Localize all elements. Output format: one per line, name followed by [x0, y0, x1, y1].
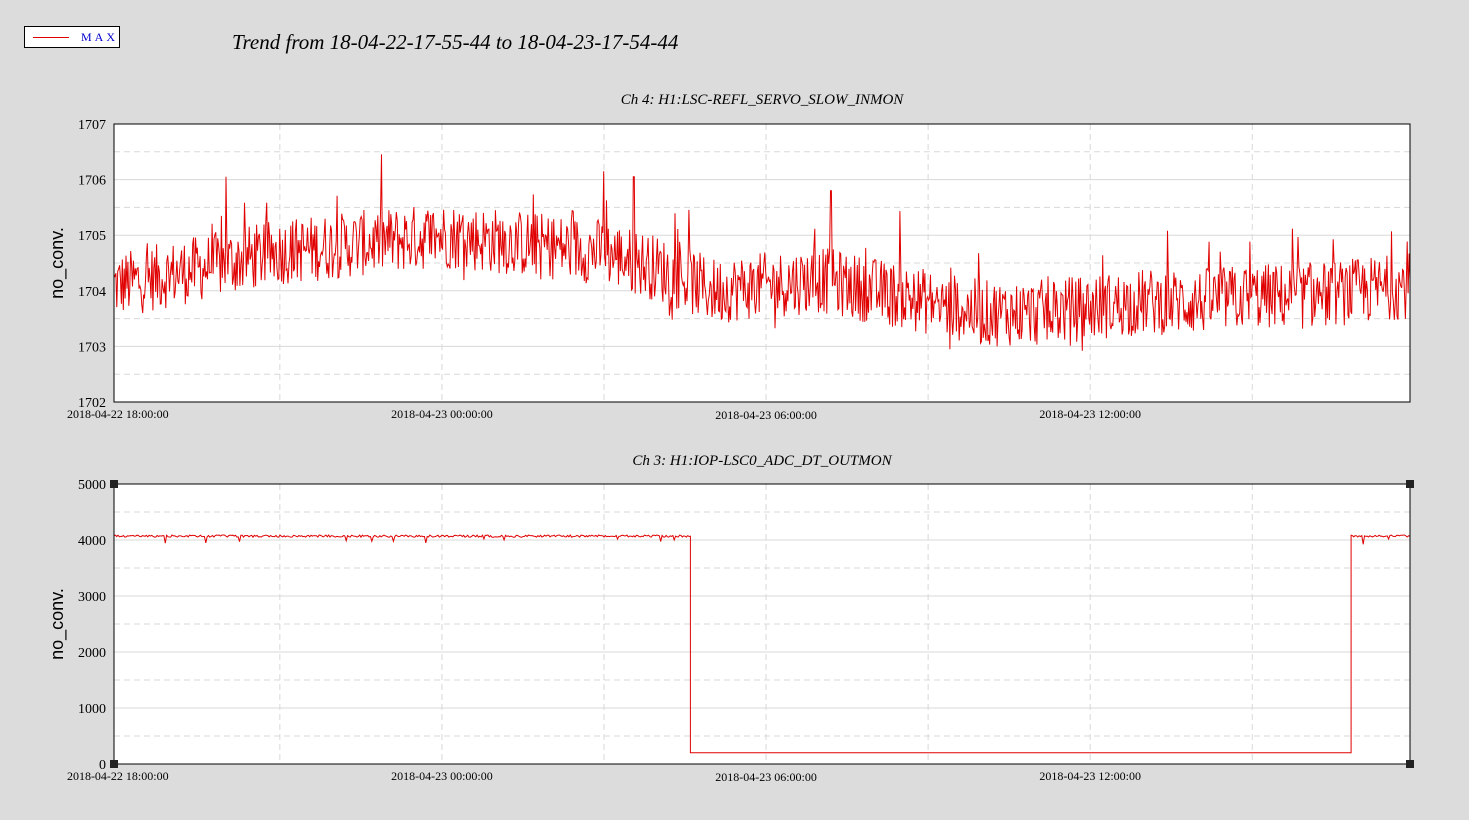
- selection-handle: [110, 480, 118, 488]
- selection-handle: [110, 760, 118, 768]
- plot-title-1: Ch 4: H1:LSC-REFL_SERVO_SLOW_INMON: [621, 92, 905, 108]
- y-tick-label: 2000: [78, 646, 106, 661]
- y-tick-label: 4000: [78, 534, 106, 549]
- x-tick-label: 2018-04-23 12:00:00: [1039, 769, 1141, 783]
- y-axis-label-1: no_conv.: [47, 227, 68, 299]
- y-tick-label: 1000: [78, 702, 106, 717]
- plot-frame-1: [113, 123, 1411, 403]
- y-tick-label: 1703: [78, 340, 106, 355]
- y-tick-label: 5000: [78, 478, 106, 493]
- y-tick-label: 0: [99, 758, 106, 773]
- data-series-line-1: [113, 154, 1411, 351]
- y-tick-label: 1707: [78, 118, 106, 133]
- plot-frame-2: [113, 483, 1411, 765]
- data-series-line-2: [113, 534, 1411, 754]
- y-tick-label: 1706: [78, 174, 106, 189]
- legend-line-swatch: [33, 37, 69, 38]
- x-tick-label: 2018-04-23 12:00:00: [1039, 407, 1141, 421]
- legend: MAX: [24, 26, 120, 48]
- legend-label: MAX: [81, 30, 119, 44]
- x-tick-label: 2018-04-23 06:00:00: [715, 408, 817, 422]
- selection-handle: [1406, 760, 1414, 768]
- page-title: Trend from 18-04-22-17-55-44 to 18-04-23…: [232, 30, 679, 54]
- x-tick-label: 2018-04-23 00:00:00: [391, 769, 493, 783]
- y-tick-label: 1702: [78, 396, 106, 411]
- y-tick-label: 3000: [78, 590, 106, 605]
- plot-title-2: Ch 3: H1:IOP-LSC0_ADC_DT_OUTMON: [632, 453, 892, 469]
- y-axis-label-2: no_conv.: [47, 588, 68, 660]
- x-tick-label: 2018-04-23 00:00:00: [391, 407, 493, 421]
- y-tick-label: 1705: [78, 229, 106, 244]
- selection-handle: [1406, 480, 1414, 488]
- y-tick-label: 1704: [78, 285, 106, 300]
- x-tick-label: 2018-04-23 06:00:00: [715, 770, 817, 784]
- x-tick-label: 2018-04-22 18:00:00: [67, 407, 169, 421]
- x-tick-label: 2018-04-22 18:00:00: [67, 769, 169, 783]
